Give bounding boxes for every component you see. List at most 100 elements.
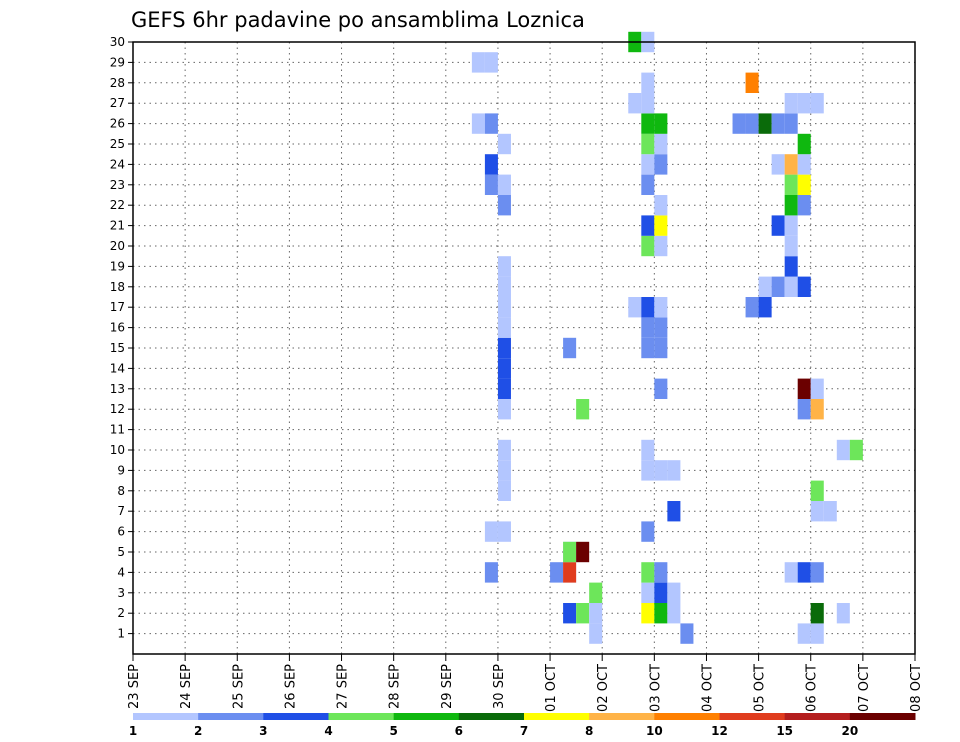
colorbar-tick-label: 3	[259, 724, 267, 738]
colorbar-swatch	[589, 713, 655, 720]
colorbar-swatch	[263, 713, 329, 720]
y-tick-label: 19	[110, 259, 125, 273]
heatmap-cell	[784, 113, 798, 134]
heatmap-cell	[810, 378, 824, 399]
colorbar-swatch	[328, 713, 395, 720]
heatmap-cell	[641, 174, 655, 195]
colorbar-swatch	[719, 713, 786, 720]
heatmap-cell	[810, 399, 824, 420]
heatmap-cell	[654, 195, 668, 216]
heatmap-cell	[810, 562, 824, 583]
heatmap-cell	[641, 235, 655, 257]
heatmap-cell	[654, 378, 668, 399]
heatmap-cell	[667, 501, 681, 522]
heatmap-cell	[484, 113, 498, 134]
heatmap-cell	[771, 215, 785, 236]
y-tick-label: 22	[110, 198, 125, 212]
heatmap-cell	[497, 276, 511, 297]
heatmap-cell	[563, 603, 577, 624]
heatmap-cell	[784, 195, 798, 216]
heatmap-cell	[497, 297, 511, 318]
heatmap-cell	[654, 113, 668, 134]
heatmap-cell	[771, 154, 785, 175]
y-tick-label: 15	[110, 341, 125, 355]
y-tick-label: 1	[117, 627, 125, 641]
colorbar-swatch	[849, 713, 916, 720]
heatmap-cell	[497, 399, 511, 420]
heatmap-cell	[550, 562, 564, 583]
x-tick-label: 30 SEP	[492, 664, 507, 709]
heatmap-cell	[654, 562, 668, 583]
y-tick-label: 20	[110, 239, 125, 253]
heatmap-cell	[797, 93, 811, 114]
heatmap-cell	[484, 154, 498, 175]
heatmap-cell	[563, 562, 577, 583]
y-axis: 1234567891011121314151617181920212223242…	[110, 35, 133, 641]
y-tick-label: 13	[110, 382, 125, 396]
heatmap-cell	[654, 154, 668, 175]
heatmap-cell	[784, 562, 798, 583]
y-tick-label: 25	[110, 137, 125, 151]
colorbar-swatch	[133, 713, 199, 720]
heatmap-cell	[497, 256, 511, 277]
x-tick-label: 01 OCT	[544, 664, 559, 712]
colorbar-tick-label: 6	[455, 724, 463, 738]
heatmap-cell	[771, 113, 785, 134]
heatmap-cell	[797, 195, 811, 216]
heatmap-cell	[784, 154, 798, 175]
x-tick-label: 06 OCT	[805, 664, 820, 712]
heatmap-cell	[497, 521, 511, 542]
colorbar-tick-label: 15	[776, 724, 793, 738]
heatmap-cell	[484, 521, 498, 542]
y-tick-label: 9	[117, 463, 125, 477]
heatmap-cell	[667, 603, 681, 624]
heatmap-cell	[797, 623, 811, 644]
heatmap-cell	[641, 562, 655, 583]
y-tick-label: 17	[110, 300, 125, 314]
y-tick-label: 12	[110, 402, 125, 416]
heatmap-cell	[654, 582, 668, 603]
x-tick-label: 24 SEP	[179, 664, 194, 709]
heatmap-cell	[589, 603, 603, 624]
x-tick-label: 27 SEP	[336, 664, 351, 709]
heatmap-cell	[654, 297, 668, 318]
y-tick-label: 14	[110, 361, 125, 375]
chart-title: GEFS 6hr padavine po ansamblima Loznica	[131, 8, 585, 32]
x-tick-label: 29 SEP	[440, 664, 455, 709]
heatmap-cell	[797, 562, 811, 583]
heatmap-cell	[589, 582, 603, 603]
x-tick-label: 26 SEP	[283, 664, 298, 709]
heatmap-cell	[641, 603, 655, 624]
heatmap-cell	[589, 623, 603, 644]
y-tick-label: 21	[110, 219, 125, 233]
heatmap-cell	[641, 317, 655, 338]
y-tick-label: 3	[117, 586, 125, 600]
heatmap-cell	[484, 52, 498, 73]
heatmap-cell	[484, 174, 498, 195]
heatmap-cell	[849, 439, 863, 461]
heatmap-cell	[471, 52, 485, 73]
colorbar-tick-label: 8	[585, 724, 593, 738]
heatmap-cell	[810, 623, 824, 644]
x-tick-label: 25 SEP	[231, 664, 246, 709]
heatmap-cell	[641, 582, 655, 603]
colorbar-swatch	[654, 713, 720, 720]
heatmap-cell	[497, 378, 511, 399]
heatmap-cell	[641, 439, 655, 461]
heatmap-cell	[497, 317, 511, 338]
heatmap-cell	[628, 297, 642, 318]
y-tick-label: 11	[110, 423, 125, 437]
y-tick-label: 4	[117, 565, 125, 579]
x-tick-label: 28 SEP	[388, 664, 403, 709]
heatmap-cell	[836, 439, 850, 461]
x-axis: 23 SEP 24 SEP 25 SEP 26 SEP 27 SEP 28 SEP 29 S…	[127, 654, 924, 712]
heatmap-cell	[810, 480, 824, 501]
heatmap-cell	[576, 541, 590, 563]
heatmap-cell	[641, 521, 655, 542]
colorbar-tick-label: 12	[711, 724, 728, 738]
heatmap-cell	[732, 113, 746, 134]
x-tick-label: 04 OCT	[700, 664, 715, 712]
colorbar-swatch	[458, 713, 525, 720]
colorbar-tick-label: 10	[646, 724, 663, 738]
heatmap-cell	[758, 113, 772, 134]
